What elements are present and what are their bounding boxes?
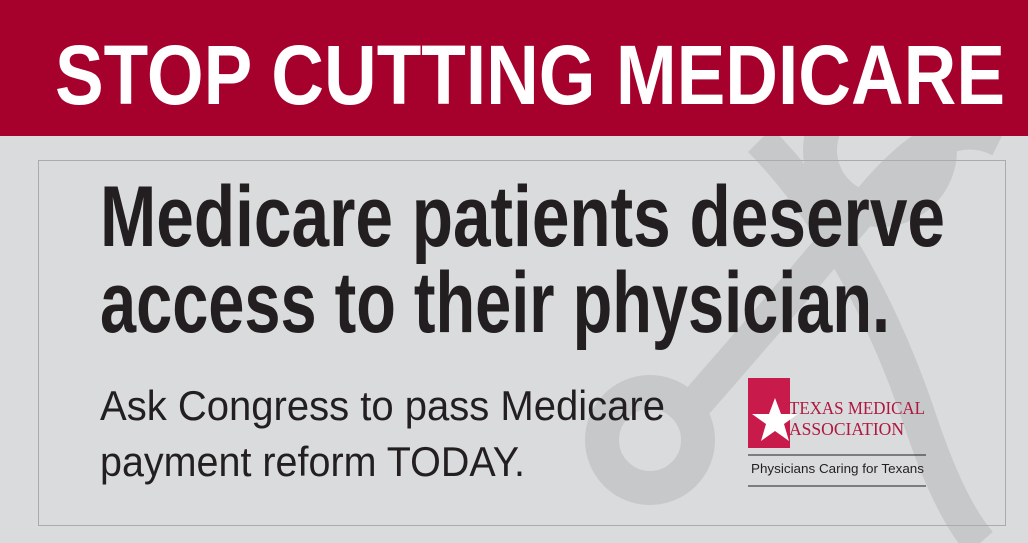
banner: STOP CUTTING MEDICARE Medicare patients …	[0, 0, 1028, 543]
subtext-line: payment reform TODAY.	[100, 438, 525, 485]
headline-line: Medicare patients deserve	[100, 169, 945, 265]
page: STOP CUTTING MEDICARE Medicare patients …	[0, 0, 1028, 543]
header-title: STOP CUTTING MEDICARE	[55, 28, 1005, 122]
logo-tagline: Physicians Caring for Texans	[751, 461, 925, 476]
logo-name: TEXAS MEDICAL	[789, 398, 925, 418]
logo-name: ASSOCIATION	[789, 419, 904, 439]
subtext-line: Ask Congress to pass Medicare	[100, 382, 665, 429]
logo-square	[748, 378, 790, 448]
headline-line: access to their physician.	[100, 255, 890, 351]
